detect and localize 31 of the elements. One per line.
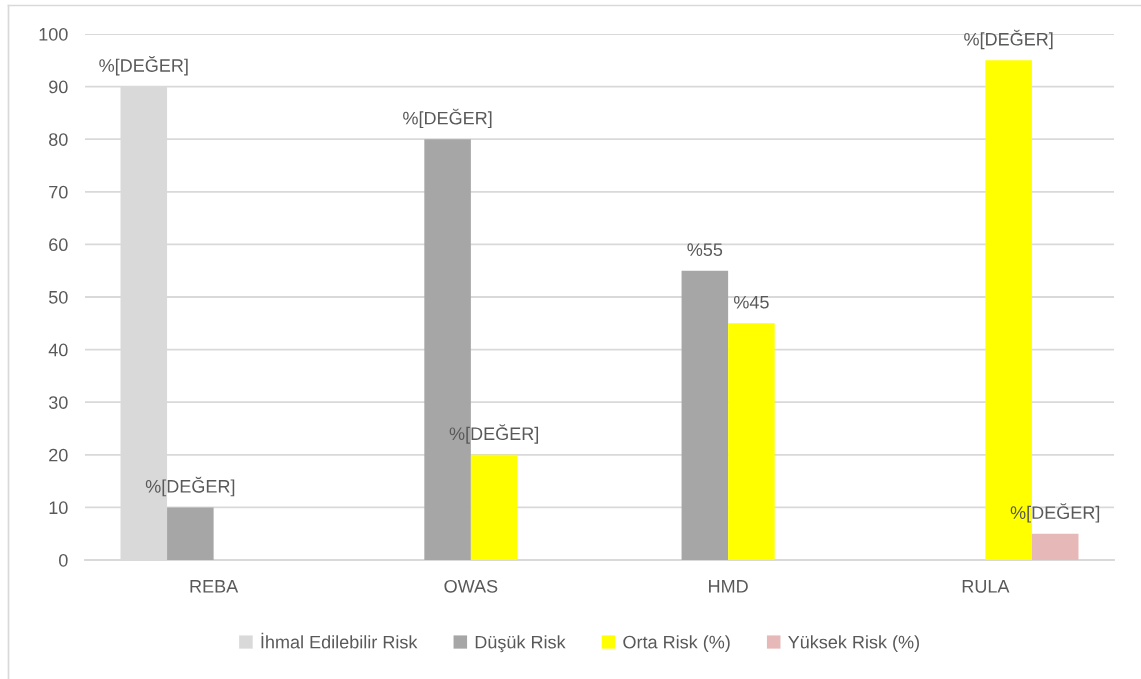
y-tick-label: 10: [49, 501, 68, 515]
data-label: %55: [687, 243, 723, 257]
y-tick-label: 50: [48, 290, 68, 304]
data-label: %[DEĞER]: [449, 424, 539, 444]
data-label: %[DEĞER]: [145, 476, 235, 497]
legend-label: Orta Risk (%): [623, 635, 730, 653]
data-label: %[DEĞER]: [403, 108, 492, 129]
data-label: %[DEĞER]: [964, 29, 1053, 50]
bar: [728, 323, 775, 560]
y-tick-label: 20: [49, 448, 68, 462]
bar: [470, 454, 518, 560]
legend-label: İhmal Edilebilir Risk: [261, 632, 418, 649]
y-tick-label: 30: [48, 396, 68, 409]
x-tick-label: OWAS: [444, 579, 498, 593]
bar: [681, 270, 729, 560]
data-label: %[DEĞER]: [99, 56, 188, 76]
legend-label: Yüksek Risk (%): [788, 635, 919, 653]
x-tick-label: HMD: [709, 580, 748, 593]
y-tick-label: 40: [48, 343, 68, 357]
bar: [167, 507, 214, 560]
y-tick-label: 90: [49, 80, 68, 94]
legend-label: Düşük Risk: [475, 635, 566, 653]
y-tick-label: 80: [49, 133, 68, 146]
y-tick-label: 0: [59, 553, 68, 567]
data-label: %45: [733, 295, 769, 309]
x-tick-label: RULA: [962, 580, 1010, 593]
bar: [1031, 533, 1079, 560]
y-tick-label: 70: [49, 185, 68, 199]
y-tick-label: 100: [39, 27, 68, 41]
y-tick-label: 60: [49, 238, 68, 252]
x-tick-label: REBA: [190, 580, 239, 593]
